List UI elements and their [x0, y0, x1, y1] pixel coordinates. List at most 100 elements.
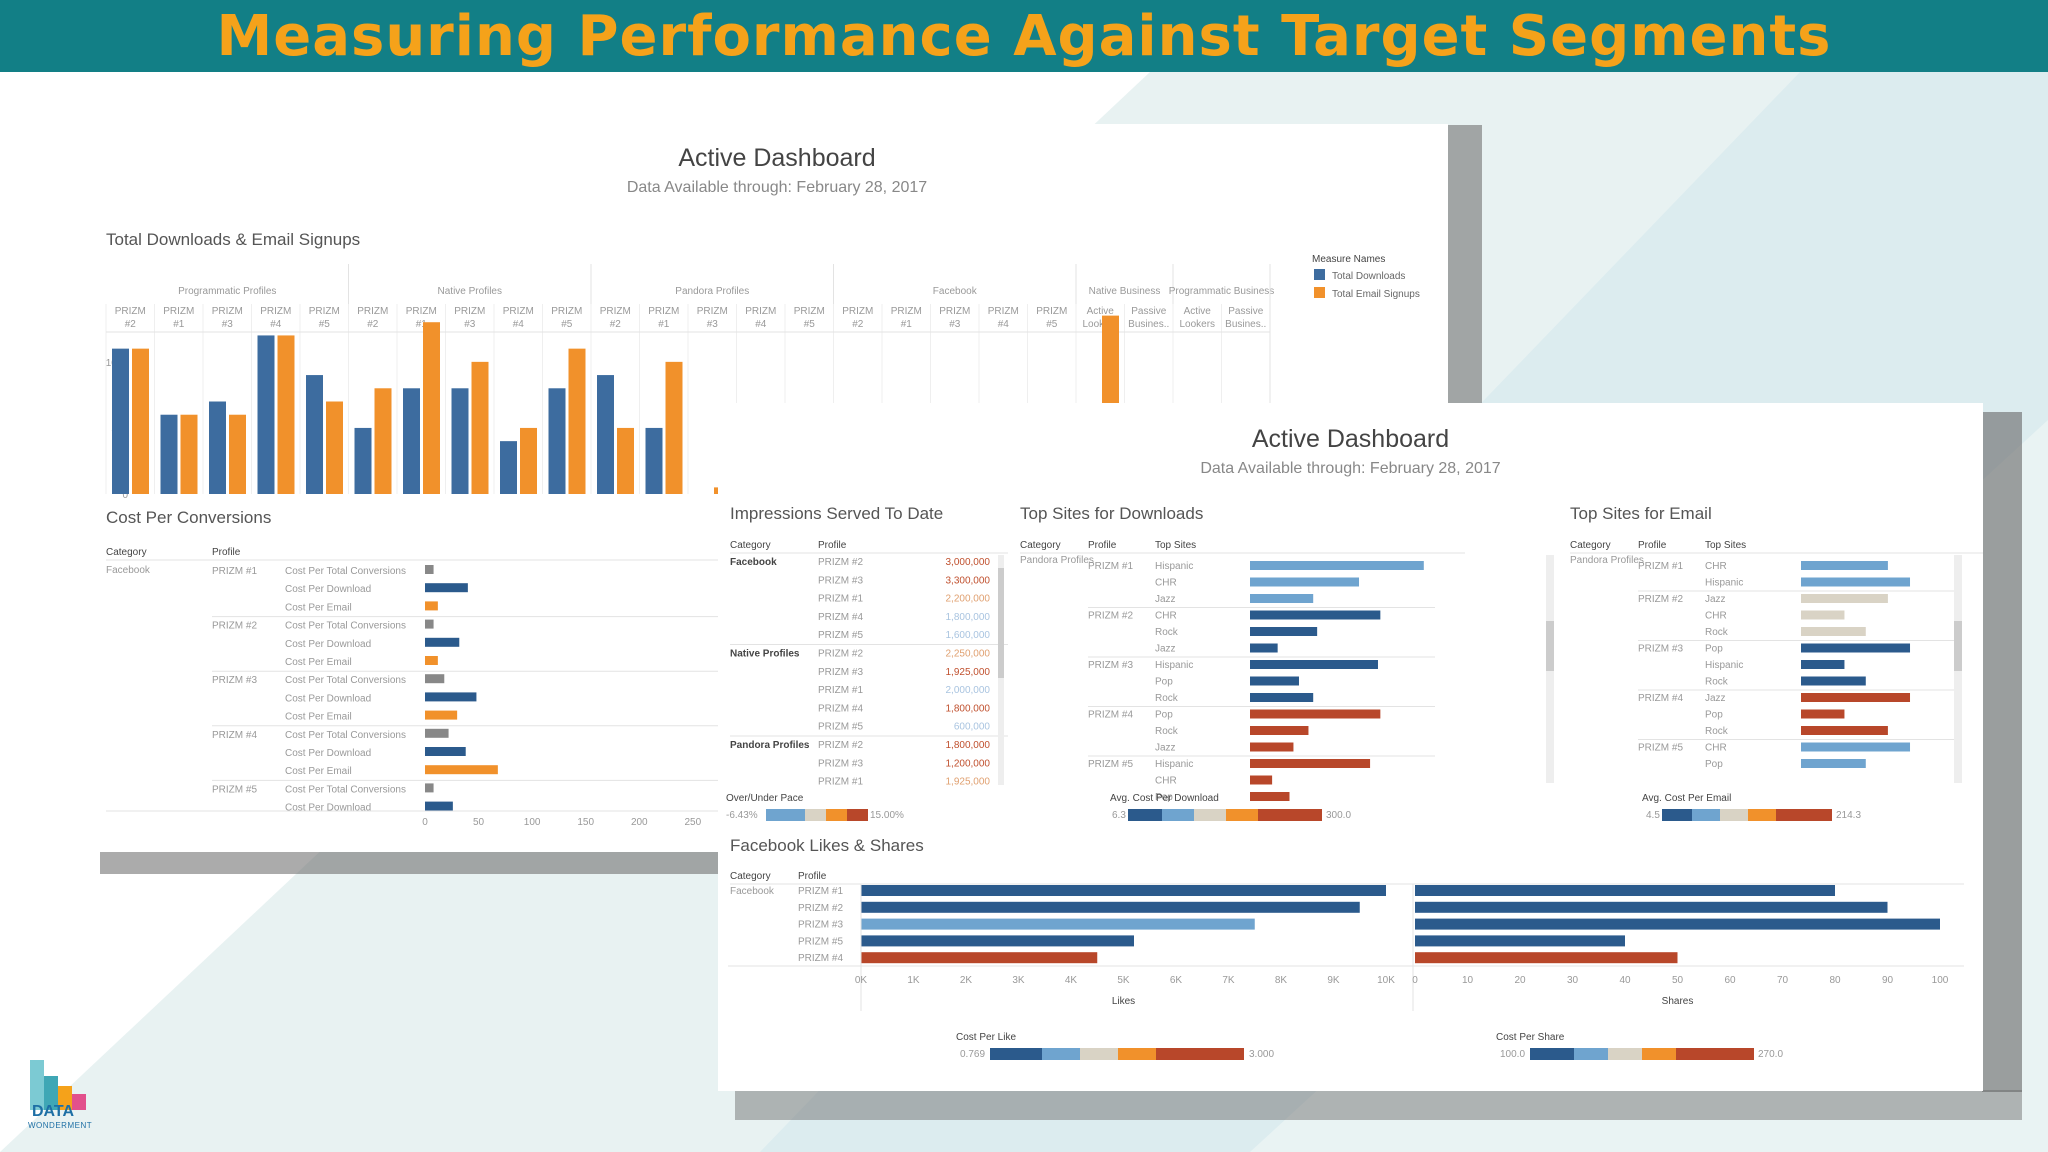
top_downloads-site: CHR	[1155, 776, 1177, 787]
top_downloads-site: Hispanic	[1155, 759, 1193, 770]
column-label: PRIZM	[260, 306, 291, 317]
top_downloads-bar	[1250, 726, 1309, 735]
column-label: PRIZM	[551, 306, 582, 317]
impressions-header-profile: Profile	[818, 540, 847, 551]
cost-profile-label: PRIZM #3	[212, 675, 257, 686]
cost-per-share-seg	[1676, 1048, 1710, 1060]
column-label: PRIZM	[454, 306, 485, 317]
top_downloads-site: CHR	[1155, 611, 1177, 622]
downloads-bar	[112, 348, 129, 494]
column-label: PRIZM	[939, 306, 970, 317]
impressions-value: 1,800,000	[946, 703, 991, 714]
cost-measure-label: Cost Per Total Conversions	[285, 730, 406, 741]
cost-per-share-seg	[1642, 1048, 1676, 1060]
impressions-category: Pandora Profiles	[730, 740, 810, 751]
cost-x-tick: 150	[577, 817, 594, 828]
top_downloads-profile: PRIZM #5	[1088, 759, 1133, 770]
cost-bar	[425, 765, 498, 775]
downloads-bar	[354, 427, 372, 494]
email-signups-bar	[617, 427, 634, 494]
impressions-value: 3,300,000	[946, 575, 991, 586]
cost-bar	[425, 656, 438, 665]
top_downloads-bar	[1250, 577, 1360, 587]
avg-cost-email-seg	[1692, 809, 1720, 821]
avg-cost-download-seg	[1258, 809, 1290, 821]
top_downloads-bar	[1250, 627, 1318, 636]
top-email-title: Top Sites for Email	[1570, 504, 1712, 523]
group-label: Programmatic Profiles	[178, 286, 276, 297]
email-signups-bar	[423, 322, 440, 494]
impressions-profile: PRIZM #3	[818, 758, 863, 769]
column-label: PRIZM	[309, 306, 340, 317]
top_email-profile: PRIZM #1	[1638, 561, 1683, 572]
fb-profile: PRIZM #5	[798, 936, 843, 947]
top_email-site: Jazz	[1705, 594, 1726, 605]
avg-cost-email-max: 214.3	[1836, 810, 1861, 821]
column-label: #5	[1046, 319, 1058, 330]
top_downloads-bar	[1250, 676, 1299, 686]
top_downloads-bar	[1250, 594, 1314, 603]
column-label: #2	[852, 319, 864, 330]
avg-cost-email-seg	[1720, 809, 1748, 821]
pace-scale-seg	[766, 809, 784, 821]
top_downloads-profile: PRIZM #4	[1088, 710, 1133, 721]
top_email-bar	[1801, 561, 1888, 570]
cost-measure-label: Cost Per Total Conversions	[285, 621, 406, 632]
likes-tick: 10K	[1377, 975, 1395, 986]
top_email-profile: PRIZM #4	[1638, 693, 1683, 704]
column-label: PRIZM	[357, 306, 388, 317]
impressions-value: 1,925,000	[946, 667, 991, 678]
downloads-bar	[160, 414, 178, 494]
top_downloads-bar	[1250, 709, 1381, 719]
cost-x-tick: 0	[422, 817, 428, 828]
avg-cost-download-seg	[1162, 809, 1194, 821]
likes-tick: 6K	[1170, 975, 1183, 986]
cost-measure-label: Cost Per Total Conversions	[285, 675, 406, 686]
shares-tick: 20	[1514, 975, 1526, 986]
top_email-site: Pop	[1705, 644, 1723, 655]
top_email-header-category: Category	[1570, 540, 1611, 551]
legend-swatch-downloads	[1314, 269, 1325, 280]
pace-scale-seg	[847, 809, 868, 821]
cost-x-tick: 200	[631, 817, 648, 828]
shares-tick: 90	[1882, 975, 1894, 986]
top_downloads-site: CHR	[1155, 578, 1177, 589]
top_downloads-bar	[1250, 693, 1314, 702]
impressions-value: 600,000	[954, 722, 991, 733]
avg-cost-email-seg	[1804, 809, 1832, 821]
downloads-bar	[548, 388, 566, 494]
top_email-bar	[1801, 627, 1866, 636]
downloads-bar	[451, 388, 469, 494]
title-banner: Measuring Performance Against Target Seg…	[0, 0, 2048, 72]
column-label: PRIZM	[745, 306, 776, 317]
top_email-site: Hispanic	[1705, 660, 1743, 671]
column-label: PRIZM	[163, 306, 194, 317]
likes-tick: 2K	[960, 975, 973, 986]
cost-per-share-seg	[1608, 1048, 1642, 1060]
top_email-profile: PRIZM #2	[1638, 594, 1683, 605]
column-label: #4	[755, 319, 767, 330]
column-label: PRIZM	[794, 306, 825, 317]
shares-bar	[1415, 935, 1625, 947]
avg-cost-email-seg	[1776, 809, 1804, 821]
impressions-value: 2,250,000	[946, 649, 991, 660]
top_downloads-bar	[1250, 775, 1273, 785]
top_email-bar	[1801, 643, 1911, 653]
shares-tick: 0	[1412, 975, 1418, 986]
pace-scale-seg	[784, 809, 805, 821]
column-label: #2	[125, 319, 137, 330]
top_downloads-site: Rock	[1155, 693, 1179, 704]
top_downloads-bar	[1250, 643, 1278, 653]
impressions-value: 1,925,000	[946, 777, 991, 788]
top_downloads-bar	[1250, 742, 1294, 752]
top_downloads-site: Hispanic	[1155, 561, 1193, 572]
top_downloads-site: Jazz	[1155, 743, 1176, 754]
top_downloads-profile: PRIZM #3	[1088, 660, 1133, 671]
shares-tick: 30	[1567, 975, 1579, 986]
top_email-site: Pop	[1705, 710, 1723, 721]
cost-per-like-seg	[1080, 1048, 1118, 1060]
cost-per-share-seg	[1574, 1048, 1608, 1060]
impressions-profile: PRIZM #5	[818, 722, 863, 733]
cost-category: Facebook	[106, 565, 151, 576]
downloads-bar	[306, 375, 323, 494]
